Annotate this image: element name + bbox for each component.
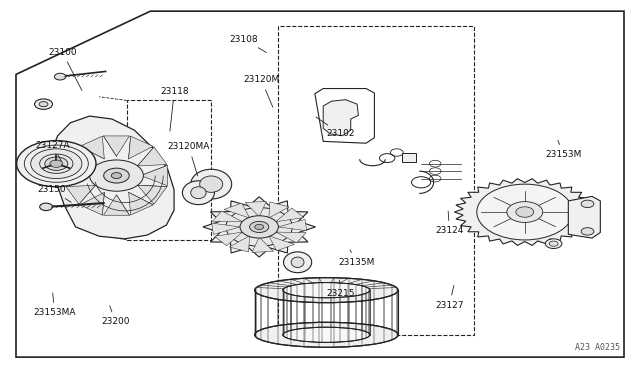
Circle shape: [250, 221, 269, 232]
Circle shape: [39, 102, 48, 107]
Polygon shape: [245, 202, 266, 217]
Circle shape: [54, 73, 66, 80]
Polygon shape: [402, 153, 416, 162]
Circle shape: [40, 203, 52, 211]
Circle shape: [545, 239, 562, 248]
Circle shape: [516, 207, 534, 217]
Bar: [278, 26, 474, 335]
Circle shape: [17, 141, 96, 187]
Polygon shape: [104, 195, 129, 215]
Text: 23120M: 23120M: [243, 76, 280, 107]
Circle shape: [45, 157, 68, 170]
Circle shape: [255, 224, 264, 230]
Text: 23215: 23215: [326, 280, 355, 298]
Text: 23127: 23127: [435, 285, 464, 310]
Polygon shape: [269, 202, 289, 218]
Ellipse shape: [283, 283, 370, 298]
Polygon shape: [138, 185, 167, 204]
Text: 23153M: 23153M: [545, 140, 582, 159]
Text: 23150: 23150: [37, 185, 71, 202]
Polygon shape: [203, 197, 316, 257]
Polygon shape: [66, 185, 95, 204]
Text: 23120MA: 23120MA: [168, 142, 210, 176]
Text: 23124: 23124: [435, 211, 463, 235]
Circle shape: [50, 160, 63, 167]
Text: 23118: 23118: [160, 87, 189, 131]
Text: A23 A0235: A23 A0235: [575, 343, 620, 352]
Ellipse shape: [191, 169, 232, 199]
Ellipse shape: [255, 322, 398, 347]
Text: 23153MA: 23153MA: [33, 293, 76, 317]
Polygon shape: [129, 192, 153, 215]
Text: 23102: 23102: [316, 117, 355, 138]
Text: 23200: 23200: [101, 306, 130, 326]
Circle shape: [35, 99, 52, 109]
Ellipse shape: [191, 187, 206, 199]
Polygon shape: [229, 236, 250, 252]
Polygon shape: [323, 100, 358, 136]
Polygon shape: [212, 211, 243, 222]
Polygon shape: [276, 208, 304, 222]
Polygon shape: [212, 223, 240, 234]
Polygon shape: [66, 147, 95, 166]
Ellipse shape: [291, 257, 304, 267]
Polygon shape: [104, 136, 129, 156]
Circle shape: [240, 216, 278, 238]
Text: 23135M: 23135M: [338, 250, 374, 267]
Circle shape: [477, 184, 573, 240]
Ellipse shape: [182, 181, 214, 205]
Polygon shape: [454, 179, 595, 246]
Polygon shape: [224, 203, 250, 218]
Polygon shape: [269, 236, 294, 251]
Text: 23127A: 23127A: [35, 141, 70, 161]
Polygon shape: [141, 166, 167, 186]
Circle shape: [90, 160, 143, 191]
Circle shape: [507, 202, 543, 222]
Ellipse shape: [200, 176, 223, 192]
Polygon shape: [138, 147, 167, 166]
Ellipse shape: [283, 327, 370, 342]
Circle shape: [549, 241, 558, 246]
Circle shape: [104, 168, 129, 183]
Polygon shape: [214, 232, 243, 246]
Polygon shape: [66, 166, 92, 186]
Polygon shape: [129, 136, 153, 159]
Polygon shape: [278, 219, 307, 231]
Polygon shape: [568, 196, 600, 238]
Ellipse shape: [255, 278, 398, 303]
Ellipse shape: [284, 252, 312, 273]
Polygon shape: [80, 136, 104, 159]
Circle shape: [581, 228, 594, 235]
Circle shape: [111, 173, 122, 179]
Circle shape: [226, 208, 292, 246]
Polygon shape: [80, 192, 104, 215]
Text: 23100: 23100: [48, 48, 82, 90]
Text: 23108: 23108: [229, 35, 266, 52]
Polygon shape: [276, 232, 306, 243]
Circle shape: [581, 200, 594, 208]
Polygon shape: [51, 116, 174, 239]
Polygon shape: [252, 237, 273, 252]
Circle shape: [31, 149, 82, 179]
